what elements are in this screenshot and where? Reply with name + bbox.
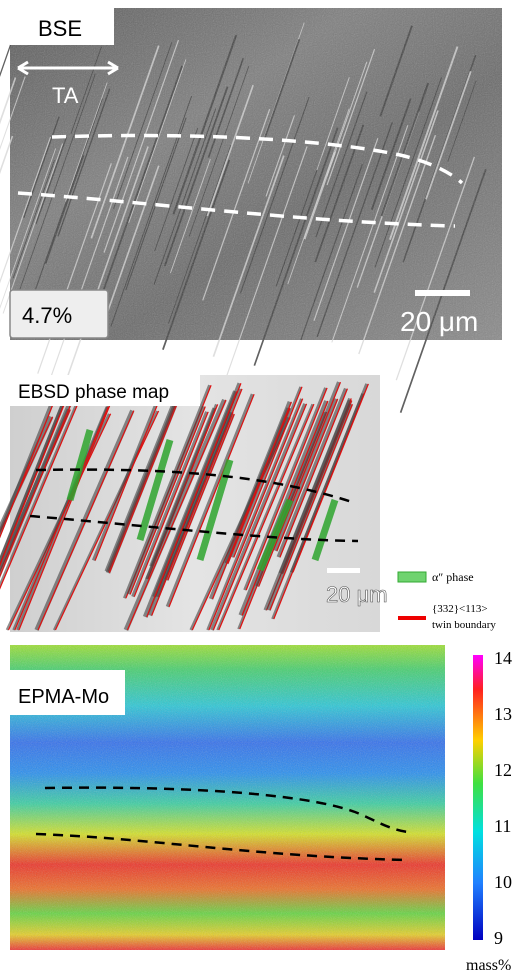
colorbar [473,655,483,940]
scale-bar [327,568,360,573]
colorbar-tick-label: 14 [494,648,512,668]
figure: BSE TA 4.7% 20 μm EBSD phase map 20 μm α… [0,0,532,976]
scale-bar-label: 20 μm [400,306,478,337]
panel-label: EBSD phase map [18,382,169,403]
strain-label: 4.7% [22,303,72,328]
colorbar-tick-label: 11 [494,816,511,836]
colorbar-tick-label: 12 [494,760,512,780]
legend-label: {332}<113> [432,603,488,615]
colorbar-unit: mass% [466,957,511,974]
ebsd-panel: EBSD phase map 20 μm α″ phase {332}<113>… [0,375,496,632]
colorbar-ticks: 14 13 12 11 10 9 [494,648,512,948]
arrow-label: TA [52,83,79,108]
scale-bar [415,290,470,296]
colorbar-tick-label: 9 [494,928,503,948]
legend-label: twin boundary [432,619,496,631]
colorbar-tick-label: 13 [494,704,512,724]
panel-label: EPMA-Mo [18,686,109,708]
panel-label: BSE [38,16,82,41]
bse-panel: BSE TA 4.7% 20 μm [0,8,502,413]
scale-bar-label: 20 μm [326,582,388,607]
epma-panel: EPMA-Mo 14 13 12 11 10 9 mass% [10,645,512,974]
colorbar-tick-label: 10 [494,872,512,892]
legend-swatch [398,572,426,582]
legend-label: α″ phase [432,570,474,584]
